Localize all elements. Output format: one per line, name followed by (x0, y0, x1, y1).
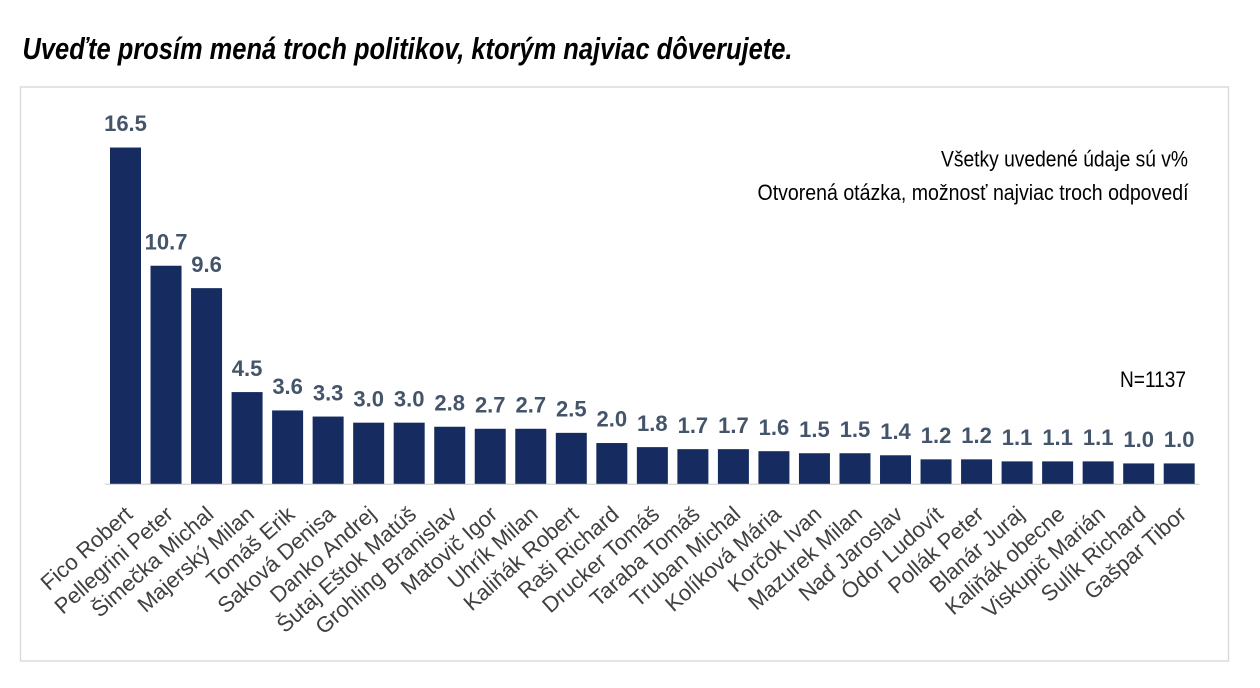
svg-text:2.7: 2.7 (515, 392, 546, 417)
svg-text:9.6: 9.6 (191, 252, 222, 277)
svg-text:1.0: 1.0 (1164, 427, 1195, 452)
svg-text:2.5: 2.5 (556, 397, 587, 422)
svg-text:4.5: 4.5 (232, 356, 263, 381)
svg-text:1.0: 1.0 (1123, 427, 1154, 452)
svg-text:1.7: 1.7 (678, 413, 709, 438)
svg-text:3.3: 3.3 (313, 380, 344, 405)
svg-text:Otvorená otázka, možnosť najvi: Otvorená otázka, možnosť najviac troch o… (758, 180, 1189, 205)
svg-text:1.2: 1.2 (921, 423, 952, 448)
svg-text:1.5: 1.5 (799, 417, 830, 442)
svg-text:3.0: 3.0 (353, 386, 384, 411)
svg-text:10.7: 10.7 (145, 229, 188, 254)
svg-text:2.7: 2.7 (475, 392, 506, 417)
svg-text:1.8: 1.8 (637, 411, 668, 436)
svg-text:3.6: 3.6 (272, 374, 303, 399)
svg-text:1.1: 1.1 (1042, 425, 1073, 450)
svg-text:1.2: 1.2 (961, 423, 992, 448)
svg-text:1.4: 1.4 (880, 419, 911, 444)
svg-text:1.1: 1.1 (1083, 425, 1114, 450)
svg-text:2.0: 2.0 (597, 407, 628, 432)
svg-text:1.7: 1.7 (718, 413, 749, 438)
svg-text:N=1137: N=1137 (1120, 367, 1186, 392)
svg-text:1.1: 1.1 (1002, 425, 1033, 450)
svg-text:16.5: 16.5 (104, 111, 147, 136)
svg-text:2.8: 2.8 (434, 390, 465, 415)
svg-text:1.6: 1.6 (759, 415, 790, 440)
svg-text:Všetky uvedené údaje sú v%: Všetky uvedené údaje sú v% (941, 147, 1188, 172)
svg-text:Uveďte prosím mená troch polit: Uveďte prosím mená troch politikov, ktor… (23, 32, 793, 66)
svg-text:3.0: 3.0 (394, 386, 425, 411)
svg-text:1.5: 1.5 (840, 417, 871, 442)
